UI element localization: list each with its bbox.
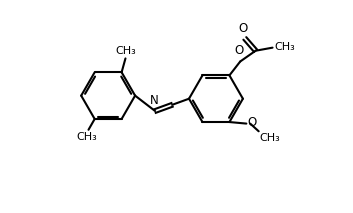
Text: O: O [247, 116, 256, 129]
Text: O: O [239, 22, 248, 35]
Text: O: O [235, 44, 244, 57]
Text: N: N [150, 94, 159, 107]
Text: CH₃: CH₃ [115, 46, 136, 56]
Text: CH₃: CH₃ [274, 42, 295, 52]
Text: CH₃: CH₃ [77, 132, 97, 142]
Text: CH₃: CH₃ [259, 133, 280, 143]
